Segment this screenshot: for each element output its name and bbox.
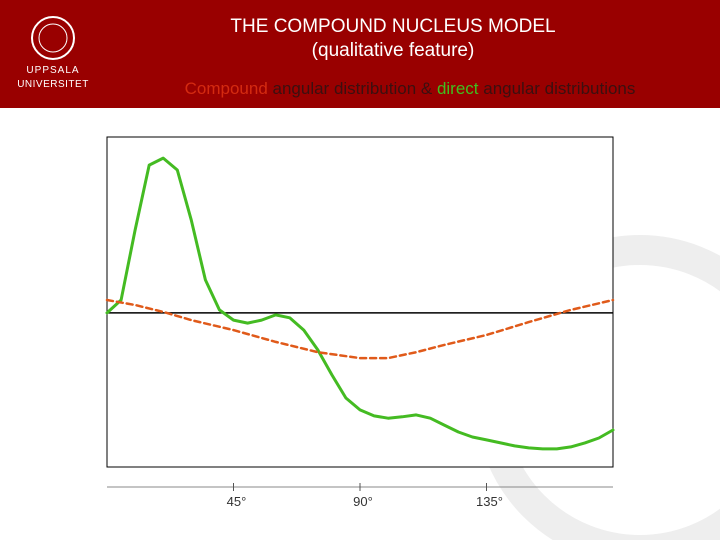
subtitle-part: angular distribution & bbox=[267, 79, 437, 98]
x-tick-label: 90° bbox=[353, 494, 373, 509]
title-line: THE COMPOUND NUCLEUS MODEL bbox=[230, 16, 556, 37]
logo-line: UNIVERSITET bbox=[17, 79, 89, 90]
x-tick-label: 135° bbox=[476, 494, 503, 509]
subtitle-part: angular distributions bbox=[478, 79, 636, 98]
seal-inner bbox=[38, 23, 68, 53]
subtitle: Compound angular distribution & direct a… bbox=[100, 79, 720, 99]
logo-line: UPPSALA bbox=[26, 65, 79, 76]
x-tick-label: 45° bbox=[227, 494, 247, 509]
title-line: (qualitative feature) bbox=[311, 40, 475, 61]
series-line bbox=[105, 298, 615, 360]
logo: UPPSALA UNIVERSITET bbox=[17, 16, 89, 90]
plot-frame bbox=[106, 136, 614, 468]
header: UPPSALA UNIVERSITET THE COMPOUND NUCLEUS… bbox=[0, 0, 720, 108]
series-line bbox=[105, 156, 615, 451]
subtitle-part: direct bbox=[436, 79, 479, 98]
seal bbox=[31, 16, 75, 60]
subtitle-part: Compound bbox=[184, 79, 268, 98]
